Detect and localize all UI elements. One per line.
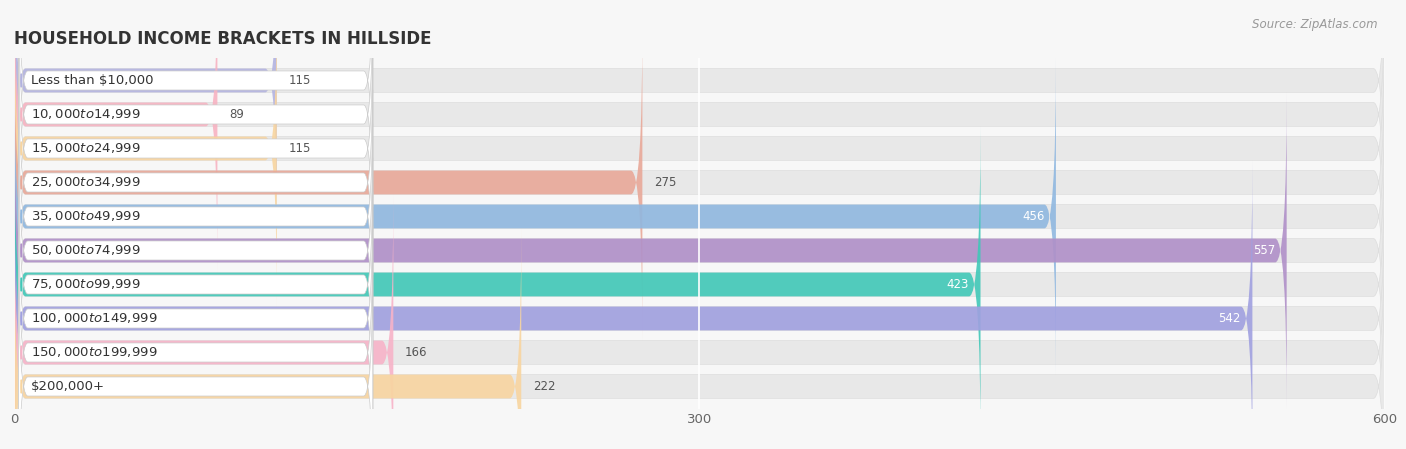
Text: 89: 89 [229,108,243,121]
FancyBboxPatch shape [14,194,1385,449]
FancyBboxPatch shape [14,0,277,238]
FancyBboxPatch shape [18,0,373,207]
FancyBboxPatch shape [18,226,373,449]
FancyBboxPatch shape [14,126,1385,443]
Text: 275: 275 [654,176,676,189]
FancyBboxPatch shape [14,0,218,273]
Text: $150,000 to $199,999: $150,000 to $199,999 [31,345,157,360]
FancyBboxPatch shape [14,92,1385,409]
Text: 166: 166 [405,346,427,359]
Text: 115: 115 [288,74,311,87]
FancyBboxPatch shape [18,56,373,309]
FancyBboxPatch shape [14,126,980,443]
FancyBboxPatch shape [18,260,373,449]
Text: 542: 542 [1219,312,1241,325]
FancyBboxPatch shape [14,194,394,449]
Text: 557: 557 [1253,244,1275,257]
FancyBboxPatch shape [14,0,1385,273]
FancyBboxPatch shape [14,160,1253,449]
FancyBboxPatch shape [14,24,643,341]
Text: 456: 456 [1022,210,1045,223]
Text: HOUSEHOLD INCOME BRACKETS IN HILLSIDE: HOUSEHOLD INCOME BRACKETS IN HILLSIDE [14,31,432,48]
FancyBboxPatch shape [18,0,373,241]
FancyBboxPatch shape [18,192,373,445]
FancyBboxPatch shape [14,24,1385,341]
Text: $35,000 to $49,999: $35,000 to $49,999 [31,210,141,224]
Text: Source: ZipAtlas.com: Source: ZipAtlas.com [1253,18,1378,31]
Text: 423: 423 [946,278,969,291]
FancyBboxPatch shape [14,0,1385,238]
FancyBboxPatch shape [14,58,1385,374]
Text: $10,000 to $14,999: $10,000 to $14,999 [31,107,141,122]
Text: $100,000 to $149,999: $100,000 to $149,999 [31,312,157,326]
Text: 222: 222 [533,380,555,393]
FancyBboxPatch shape [18,22,373,275]
FancyBboxPatch shape [18,90,373,343]
Text: $75,000 to $99,999: $75,000 to $99,999 [31,277,141,291]
Text: Less than $10,000: Less than $10,000 [31,74,153,87]
Text: $50,000 to $74,999: $50,000 to $74,999 [31,243,141,257]
Text: 115: 115 [288,142,311,155]
Text: $25,000 to $34,999: $25,000 to $34,999 [31,176,141,189]
FancyBboxPatch shape [14,229,1385,449]
FancyBboxPatch shape [18,124,373,377]
FancyBboxPatch shape [18,158,373,411]
FancyBboxPatch shape [14,58,1056,374]
FancyBboxPatch shape [14,0,277,307]
FancyBboxPatch shape [14,160,1385,449]
FancyBboxPatch shape [14,0,1385,307]
FancyBboxPatch shape [14,229,522,449]
FancyBboxPatch shape [14,92,1286,409]
Text: $200,000+: $200,000+ [31,380,105,393]
Text: $15,000 to $24,999: $15,000 to $24,999 [31,141,141,155]
